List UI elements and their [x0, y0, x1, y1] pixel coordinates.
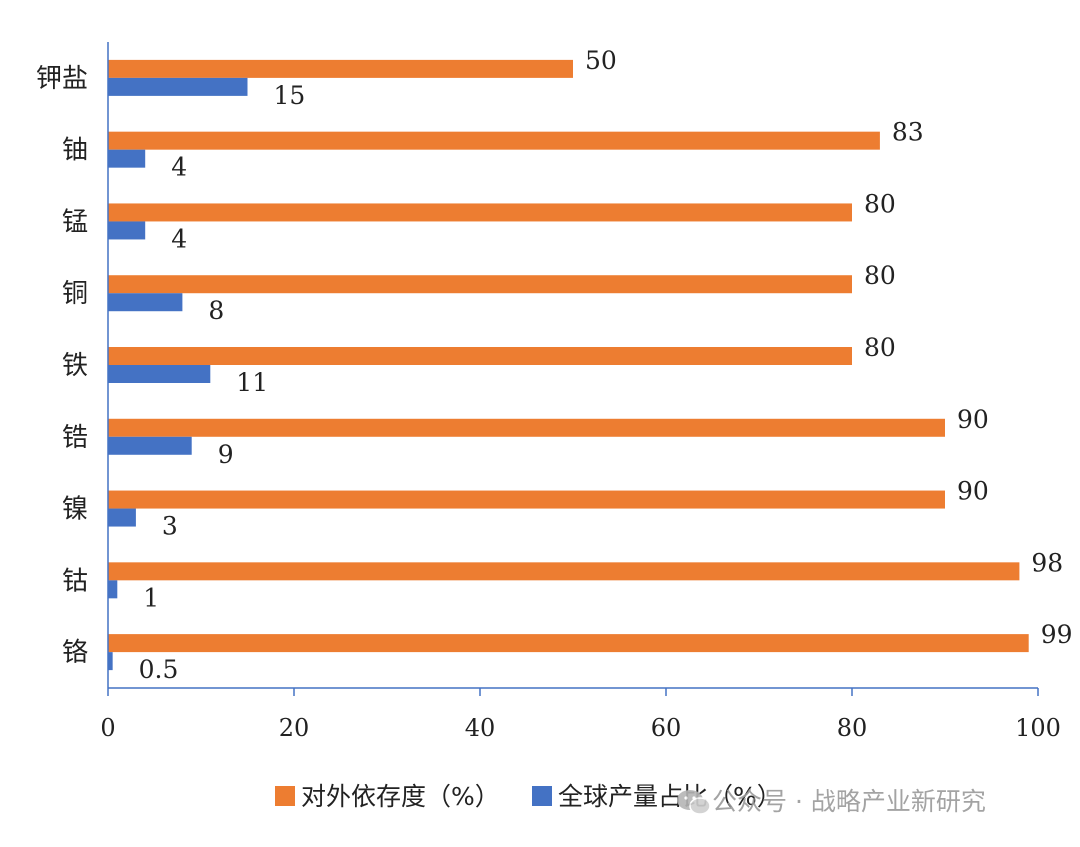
legend-swatch: [275, 786, 295, 806]
x-tick-label: 60: [651, 714, 682, 742]
production-share-bar: [108, 149, 146, 168]
production-share-bar: [108, 365, 211, 383]
x-tick-label: 40: [465, 714, 496, 742]
production-share-value-label: 15: [274, 81, 306, 110]
production-share-bar: [108, 436, 192, 455]
category-label: 钴: [62, 566, 88, 596]
dependency-value-label: 98: [1031, 548, 1063, 577]
dependency-value-label: 80: [864, 261, 896, 290]
production-share-bar: [108, 652, 113, 671]
category-label: 锆: [62, 423, 88, 453]
dependency-bar: [108, 634, 1029, 653]
dependency-bar: [108, 59, 573, 78]
watermark-text: 公众号 · 战略产业新研究: [712, 787, 986, 816]
production-share-value-label: 11: [236, 368, 268, 397]
production-share-value-label: 0.5: [139, 655, 179, 684]
dependency-bar: [108, 418, 945, 437]
x-tick-label: 20: [279, 714, 310, 742]
bars-group: [108, 59, 1029, 671]
category-label: 铁: [62, 351, 88, 381]
production-share-bar: [108, 293, 183, 312]
production-share-value-label: 1: [143, 583, 159, 612]
legend: 对外依存度（%） 全球产量占比（%）: [275, 782, 782, 811]
wechat-icon: [677, 790, 711, 815]
production-share-value-label: 4: [171, 224, 187, 253]
dependency-value-label: 80: [864, 189, 896, 218]
dependency-bar: [108, 203, 852, 222]
dependency-value-label: 50: [585, 46, 617, 75]
legend-label: 对外依存度（%）: [301, 782, 500, 811]
production-share-value-label: 4: [171, 153, 187, 182]
axes-group: [107, 42, 1039, 696]
production-share-value-label: 9: [218, 440, 234, 469]
category-label: 铀: [62, 136, 88, 166]
dependency-bar: [108, 347, 852, 365]
x-tick-label: 100: [1015, 714, 1061, 742]
dependency-value-label: 80: [864, 333, 896, 362]
dependency-bar: [108, 562, 1020, 581]
dependency-bar: [108, 275, 852, 294]
category-label: 镍: [62, 495, 88, 525]
production-share-value-label: 3: [162, 512, 178, 541]
x-tick-label: 0: [100, 714, 115, 742]
production-share-bar: [108, 221, 146, 240]
dependency-value-label: 99: [1041, 620, 1073, 649]
dependency-bar: [108, 490, 945, 509]
legend-label: 全球产量占比（%）: [558, 782, 782, 811]
category-label: 铬: [62, 638, 88, 668]
dependency-bar: [108, 131, 880, 150]
production-share-value-label: 8: [208, 296, 224, 325]
legend-swatch: [532, 786, 552, 806]
x-tick-label: 80: [837, 714, 868, 742]
category-label: 钾盐: [36, 64, 88, 94]
production-share-bar: [108, 508, 136, 527]
category-label: 锰: [62, 207, 88, 237]
x-tick-labels: 0 20 40 60 80 100: [100, 714, 1061, 742]
production-share-bar: [108, 580, 118, 599]
production-share-bar: [108, 77, 248, 96]
watermark: 公众号 · 战略产业新研究: [677, 787, 986, 816]
dependency-value-label: 90: [957, 405, 989, 434]
data-labels: 50 15 83 4 80 4 80 8 80 11 90 9 90 3 98 1 99 0.5: [139, 46, 1073, 684]
dependency-value-label: 83: [892, 118, 924, 147]
category-label: 铜: [62, 279, 88, 309]
dependency-value-label: 90: [957, 477, 989, 506]
